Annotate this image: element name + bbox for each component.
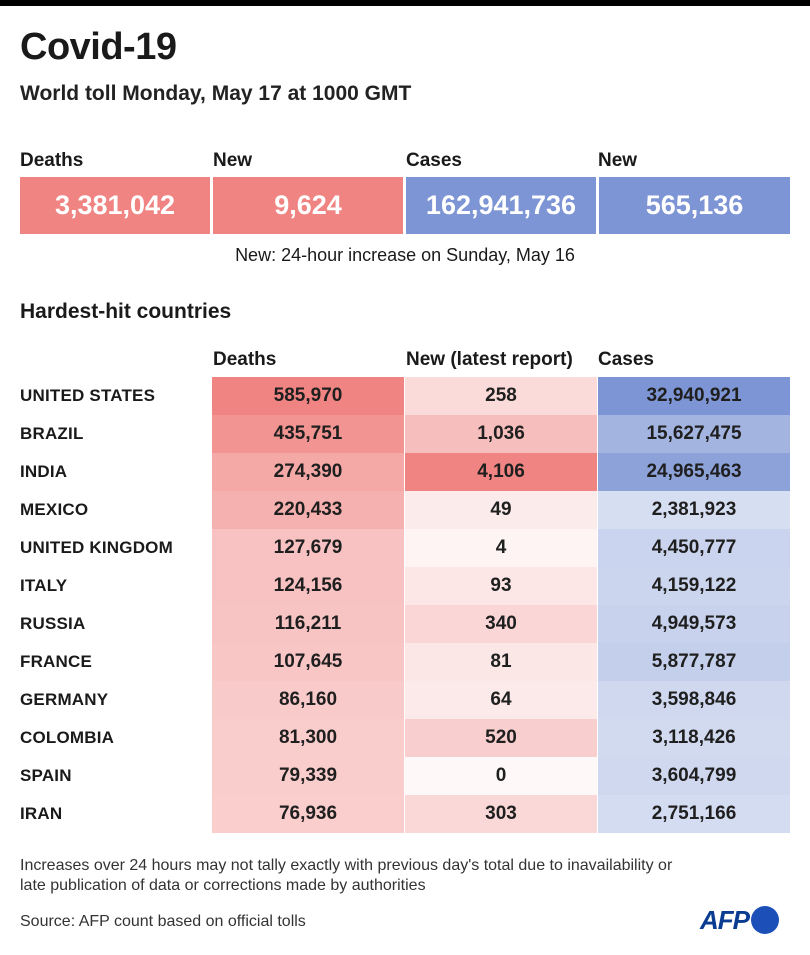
afp-logo: AFP	[700, 905, 779, 935]
country-name: COLOMBIA	[20, 728, 115, 747]
cell-new: 4	[405, 529, 597, 567]
cell-deaths: 274,390	[212, 453, 404, 491]
afp-logo-text: AFP	[700, 904, 750, 935]
cell-new: 4,106	[405, 453, 597, 491]
summary-label-cases: Cases	[406, 150, 462, 171]
country-name: UNITED STATES	[20, 386, 156, 405]
footnote: Increases over 24 hours may not tally ex…	[20, 857, 673, 894]
cell-cases: 32,940,921	[598, 377, 790, 415]
column-header-deaths: Deaths	[213, 349, 277, 370]
cell-new: 81	[405, 643, 597, 681]
summary-value-cases: 162,941,736	[406, 177, 596, 234]
cell-deaths: 124,156	[212, 567, 404, 605]
country-name: MEXICO	[20, 500, 89, 519]
cell-deaths: 116,211	[212, 605, 404, 643]
cell-cases: 3,604,799	[598, 757, 790, 795]
cell-cases: 3,118,426	[598, 719, 790, 757]
cell-new: 258	[405, 377, 597, 415]
cell-new: 49	[405, 491, 597, 529]
country-name: FRANCE	[20, 652, 93, 671]
cell-deaths: 127,679	[212, 529, 404, 567]
summary-value-deaths: 3,381,042	[20, 177, 210, 234]
cell-new: 0	[405, 757, 597, 795]
country-name: IRAN	[20, 804, 63, 823]
table-row: MEXICO 220,433 49 2,381,923	[0, 491, 810, 529]
cell-deaths: 435,751	[212, 415, 404, 453]
column-header-cases: Cases	[598, 349, 654, 370]
summary-boxes: 3,381,042 9,624 162,941,736 565,136	[20, 177, 790, 234]
summary-labels: Deaths New Cases New	[20, 150, 790, 174]
summary-label-deaths: Deaths	[20, 150, 84, 171]
cell-new: 93	[405, 567, 597, 605]
country-name: UNITED KINGDOM	[20, 538, 173, 557]
table-row: INDIA 274,390 4,106 24,965,463	[0, 453, 810, 491]
cell-cases: 3,598,846	[598, 681, 790, 719]
table-row: FRANCE 107,645 81 5,877,787	[0, 643, 810, 681]
cell-new: 520	[405, 719, 597, 757]
cell-cases: 5,877,787	[598, 643, 790, 681]
table-row: UNITED STATES 585,970 258 32,940,921	[0, 377, 810, 415]
cell-deaths: 79,339	[212, 757, 404, 795]
table-row: UNITED KINGDOM 127,679 4 4,450,777	[0, 529, 810, 567]
country-name: GERMANY	[20, 690, 109, 709]
cell-deaths: 81,300	[212, 719, 404, 757]
page-title: Covid-19	[20, 26, 177, 68]
table-row: GERMANY 86,160 64 3,598,846	[0, 681, 810, 719]
summary-note: New: 24-hour increase on Sunday, May 16	[235, 245, 575, 265]
section-title: Hardest-hit countries	[20, 300, 232, 323]
table-row: BRAZIL 435,751 1,036 15,627,475	[0, 415, 810, 453]
table-row: ITALY 124,156 93 4,159,122	[0, 567, 810, 605]
cell-cases: 2,751,166	[598, 795, 790, 833]
table-row: RUSSIA 116,211 340 4,949,573	[0, 605, 810, 643]
cell-deaths: 585,970	[212, 377, 404, 415]
cell-deaths: 107,645	[212, 643, 404, 681]
country-name: ITALY	[20, 576, 68, 595]
cell-cases: 24,965,463	[598, 453, 790, 491]
cell-deaths: 76,936	[212, 795, 404, 833]
afp-logo-circle	[751, 906, 779, 934]
cell-new: 64	[405, 681, 597, 719]
cell-cases: 4,949,573	[598, 605, 790, 643]
source-note: Source: AFP count based on official toll…	[20, 913, 306, 930]
summary-label-new-cases: New	[598, 150, 638, 171]
country-name: BRAZIL	[20, 424, 84, 443]
cell-deaths: 86,160	[212, 681, 404, 719]
column-header-new: New (latest report)	[406, 349, 573, 370]
country-name: SPAIN	[20, 766, 72, 785]
cell-cases: 15,627,475	[598, 415, 790, 453]
table-row: COLOMBIA 81,300 520 3,118,426	[0, 719, 810, 757]
cell-new: 303	[405, 795, 597, 833]
cell-cases: 4,159,122	[598, 567, 790, 605]
page-subtitle: World toll Monday, May 17 at 1000 GMT	[20, 82, 412, 105]
top-bar	[0, 0, 810, 6]
table-row: IRAN 76,936 303 2,751,166	[0, 795, 810, 833]
cell-cases: 4,450,777	[598, 529, 790, 567]
summary-value-new-cases: 565,136	[599, 177, 790, 234]
summary-label-new-deaths: New	[213, 150, 253, 171]
country-name: INDIA	[20, 462, 68, 481]
cell-deaths: 220,433	[212, 491, 404, 529]
country-name: RUSSIA	[20, 614, 86, 633]
summary-value-new-deaths: 9,624	[213, 177, 403, 234]
cell-cases: 2,381,923	[598, 491, 790, 529]
cell-new: 340	[405, 605, 597, 643]
cell-new: 1,036	[405, 415, 597, 453]
table-row: SPAIN 79,339 0 3,604,799	[0, 757, 810, 795]
